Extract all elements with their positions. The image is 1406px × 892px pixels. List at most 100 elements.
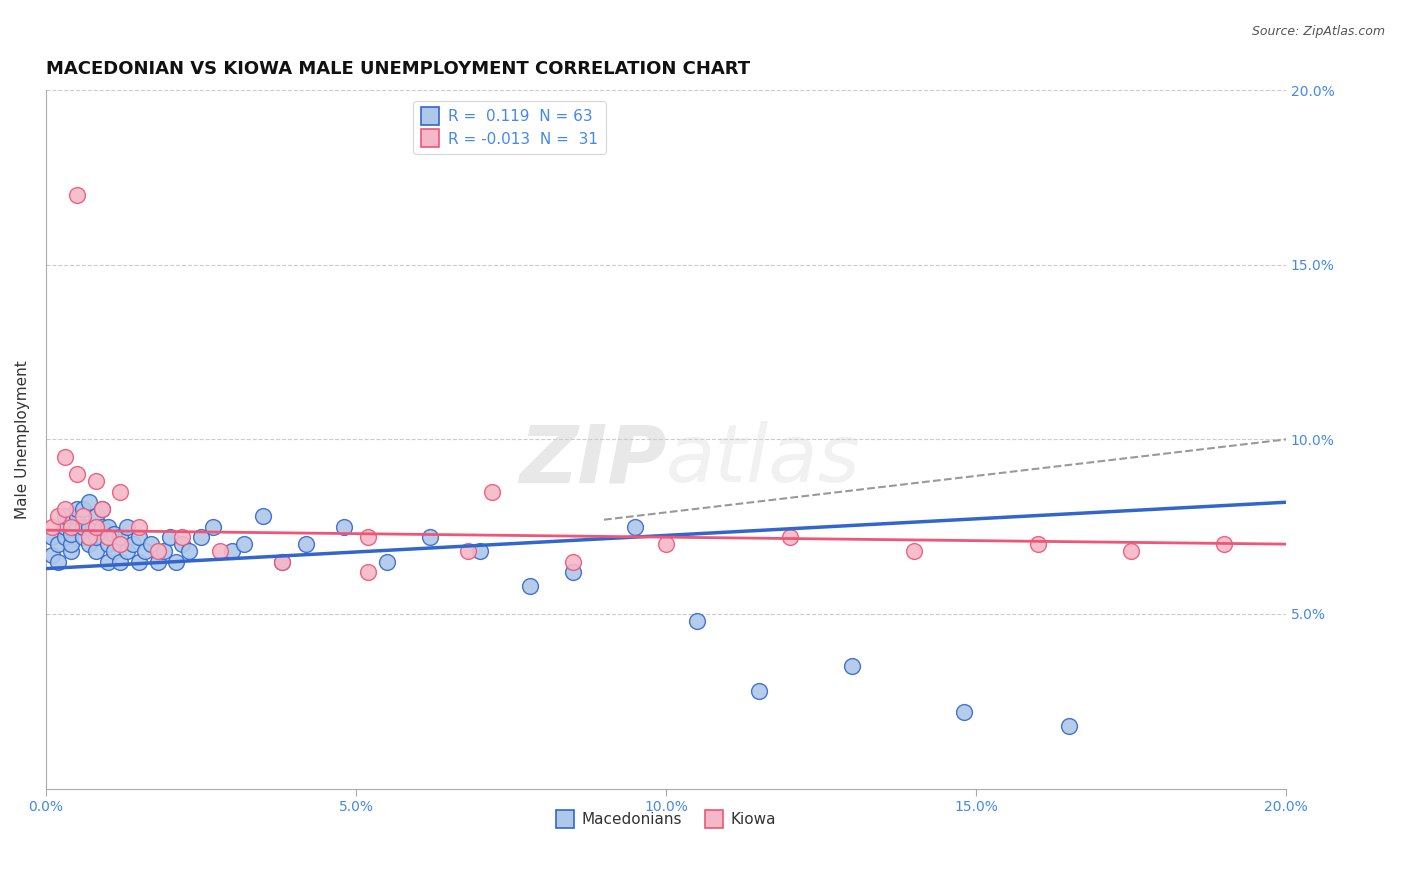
Point: [146, 544, 169, 558]
Point: [202, 519, 225, 533]
Point: [152, 544, 174, 558]
Point: [177, 544, 200, 558]
Point: [172, 537, 194, 551]
Point: [357, 530, 380, 544]
Point: [79, 495, 101, 509]
Text: MACEDONIAN VS KIOWA MALE UNEMPLOYMENT CORRELATION CHART: MACEDONIAN VS KIOWA MALE UNEMPLOYMENT CO…: [46, 60, 749, 78]
Point: [97, 555, 120, 569]
Point: [1213, 537, 1236, 551]
Point: [134, 544, 156, 558]
Point: [72, 509, 94, 524]
Point: [72, 519, 94, 533]
Point: [952, 705, 974, 719]
Point: [59, 526, 82, 541]
Point: [66, 509, 89, 524]
Point: [53, 530, 76, 544]
Point: [66, 502, 89, 516]
Point: [165, 555, 187, 569]
Point: [128, 530, 150, 544]
Point: [59, 519, 82, 533]
Point: [221, 544, 243, 558]
Point: [779, 530, 801, 544]
Point: [53, 502, 76, 516]
Point: [41, 530, 63, 544]
Point: [748, 683, 770, 698]
Point: [41, 519, 63, 533]
Point: [357, 565, 380, 579]
Point: [841, 659, 863, 673]
Point: [90, 519, 112, 533]
Point: [48, 509, 70, 524]
Point: [655, 537, 678, 551]
Point: [103, 544, 125, 558]
Point: [66, 188, 89, 202]
Point: [1057, 719, 1080, 733]
Point: [90, 502, 112, 516]
Point: [624, 519, 647, 533]
Point: [172, 530, 194, 544]
Point: [562, 565, 585, 579]
Point: [128, 555, 150, 569]
Text: Source: ZipAtlas.com: Source: ZipAtlas.com: [1251, 25, 1385, 38]
Point: [270, 555, 292, 569]
Point: [59, 544, 82, 558]
Point: [97, 519, 120, 533]
Point: [48, 537, 70, 551]
Point: [110, 484, 132, 499]
Point: [208, 544, 231, 558]
Point: [48, 555, 70, 569]
Point: [53, 450, 76, 464]
Point: [252, 509, 274, 524]
Point: [295, 537, 318, 551]
Point: [110, 537, 132, 551]
Point: [128, 519, 150, 533]
Point: [84, 544, 107, 558]
Point: [481, 484, 503, 499]
Point: [562, 555, 585, 569]
Legend: Macedonians, Kiowa: Macedonians, Kiowa: [550, 806, 783, 833]
Point: [97, 537, 120, 551]
Point: [84, 475, 107, 489]
Point: [457, 544, 479, 558]
Text: atlas: atlas: [666, 421, 860, 500]
Point: [233, 537, 256, 551]
Point: [519, 579, 541, 593]
Point: [903, 544, 925, 558]
Point: [90, 502, 112, 516]
Point: [59, 537, 82, 551]
Point: [468, 544, 491, 558]
Point: [84, 519, 107, 533]
Point: [79, 530, 101, 544]
Point: [53, 519, 76, 533]
Point: [141, 537, 163, 551]
Point: [115, 519, 138, 533]
Point: [97, 530, 120, 544]
Point: [1119, 544, 1142, 558]
Point: [1026, 537, 1049, 551]
Text: ZIP: ZIP: [519, 421, 666, 500]
Point: [110, 555, 132, 569]
Point: [159, 530, 181, 544]
Y-axis label: Male Unemployment: Male Unemployment: [15, 360, 30, 519]
Point: [686, 614, 709, 628]
Point: [79, 537, 101, 551]
Point: [79, 519, 101, 533]
Point: [72, 530, 94, 544]
Point: [103, 526, 125, 541]
Point: [332, 519, 354, 533]
Point: [190, 530, 212, 544]
Point: [146, 555, 169, 569]
Point: [41, 548, 63, 562]
Point: [110, 530, 132, 544]
Point: [53, 509, 76, 524]
Point: [84, 509, 107, 524]
Point: [419, 530, 441, 544]
Point: [66, 519, 89, 533]
Point: [270, 555, 292, 569]
Point: [115, 544, 138, 558]
Point: [84, 530, 107, 544]
Point: [72, 502, 94, 516]
Point: [66, 467, 89, 482]
Point: [121, 537, 143, 551]
Point: [375, 555, 398, 569]
